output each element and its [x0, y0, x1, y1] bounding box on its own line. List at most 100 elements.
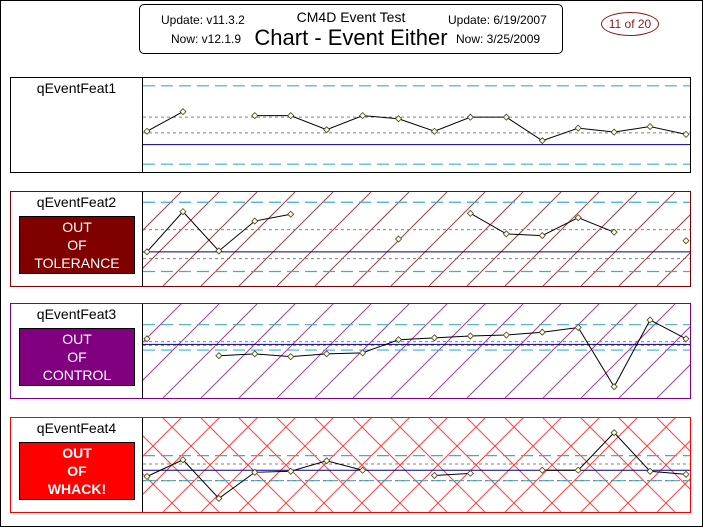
data-point — [179, 208, 187, 216]
chart-svg-1 — [143, 85, 690, 165]
hatch-line — [200, 418, 296, 512]
data-point — [430, 127, 439, 135]
data-point — [215, 352, 223, 360]
hatch-line — [656, 478, 690, 512]
status-line: OF — [67, 349, 87, 365]
data-point — [466, 113, 474, 121]
status-out-of-tolerance: OUT OF TOLERANCE — [19, 216, 135, 274]
now-version: Now: v12.1.9 — [171, 32, 242, 46]
panel-label-cell: qEventFeat4 OUT OF WHACK! — [11, 418, 142, 512]
status-line: WHACK! — [47, 481, 107, 497]
hatch-line — [618, 326, 690, 398]
status-line: TOLERANCE — [34, 255, 120, 271]
hatch-line — [580, 418, 676, 512]
data-point — [394, 336, 403, 344]
data-point — [179, 108, 187, 116]
update-version: Update: v11.3.2 — [161, 13, 245, 27]
data-point — [430, 334, 439, 342]
data-point — [359, 112, 367, 120]
hatch-line — [238, 418, 334, 512]
hatch-line — [618, 214, 690, 286]
data-point — [359, 466, 367, 474]
data-point — [287, 467, 295, 475]
hatch-line — [143, 304, 182, 343]
hatch-line — [428, 304, 524, 398]
data-point — [682, 470, 690, 478]
chart-svg-4 — [143, 418, 690, 512]
hatch-line — [200, 304, 296, 398]
page-indicator: 11 of 20 — [601, 12, 659, 36]
hatch-line — [466, 304, 562, 398]
report-title: CM4D Event Test — [296, 9, 406, 25]
data-point — [466, 209, 474, 217]
hatch-line — [352, 304, 448, 398]
status-line: OUT — [62, 445, 92, 461]
data-point — [143, 472, 151, 481]
data-point — [251, 217, 259, 225]
hatch-line — [504, 192, 600, 286]
data-point — [323, 350, 331, 358]
data-point — [610, 228, 618, 236]
status-line: CONTROL — [42, 367, 112, 383]
feature-name: qEventFeat4 — [36, 420, 117, 436]
data-point — [610, 383, 618, 391]
hatch-line — [143, 304, 220, 381]
hatch-line — [143, 192, 220, 269]
data-point — [251, 468, 259, 476]
hatch-line — [390, 418, 486, 512]
data-point — [574, 323, 582, 332]
update-date: Update: 6/19/2007 — [448, 13, 547, 27]
chart-plot-3 — [142, 304, 690, 398]
data-point — [323, 126, 331, 134]
hatch-line — [200, 192, 296, 286]
hatch-line — [238, 304, 334, 398]
hatch-line — [504, 418, 600, 512]
data-point — [682, 237, 690, 245]
status-out-of-control: OUT OF CONTROL — [19, 328, 135, 386]
data-point — [430, 471, 439, 480]
data-point — [251, 350, 259, 358]
data-point — [466, 332, 474, 340]
series-line — [434, 472, 471, 476]
hatch-line — [314, 192, 410, 286]
data-point — [502, 113, 510, 121]
data-point — [179, 456, 187, 464]
hatch-pattern — [143, 192, 690, 286]
report-subtitle: Chart - Event Either — [254, 25, 448, 50]
data-point — [394, 235, 403, 243]
hatch-line — [580, 192, 676, 286]
report-header: Update: v11.3.2 Now: v12.1.9 CM4D Event … — [139, 4, 563, 54]
hatch-line — [276, 304, 372, 398]
data-point — [143, 127, 151, 135]
now-date: Now: 3/25/2009 — [456, 32, 541, 46]
chart-svg-2 — [143, 192, 690, 286]
data-point — [610, 429, 618, 437]
hatch-line — [504, 304, 600, 398]
data-point — [466, 469, 474, 477]
series-line — [146, 111, 184, 132]
hatch-line — [143, 435, 220, 512]
data-point — [287, 210, 295, 218]
panel-qEventFeat2: qEventFeat2 OUT OF TOLERANCE — [10, 191, 691, 287]
data-point — [574, 466, 582, 474]
status-line: OUT — [62, 219, 92, 235]
status-line: OF — [67, 463, 87, 479]
hatch-line — [656, 364, 690, 398]
chart-plot-2 — [142, 192, 690, 286]
hatch-line — [618, 440, 690, 512]
chart-plot-1 — [142, 78, 690, 172]
panel-label-cell: qEventFeat3 OUT OF CONTROL — [11, 304, 142, 398]
hatch-line — [428, 418, 524, 512]
hatch-line — [162, 192, 258, 286]
data-point — [538, 328, 546, 336]
panel-label-cell: qEventFeat1 — [11, 78, 142, 172]
hatch-line — [580, 304, 676, 398]
feature-name: qEventFeat3 — [36, 306, 117, 322]
data-point — [287, 353, 295, 361]
hatch-line — [390, 192, 486, 286]
data-point — [215, 247, 223, 255]
hatch-line — [238, 192, 334, 286]
chart-plot-4 — [142, 418, 690, 512]
hatch-line — [314, 418, 410, 512]
hatch-line — [618, 418, 690, 490]
